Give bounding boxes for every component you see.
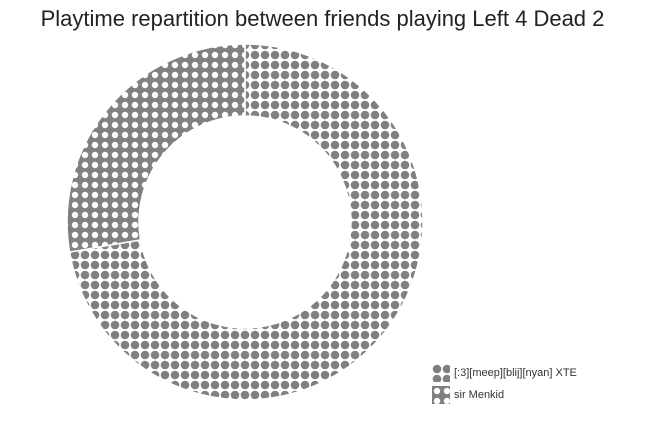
pie-slice-1 <box>67 44 245 252</box>
legend: [:3][meep][blij][nyan] XTE sir Menkid <box>432 362 577 406</box>
legend-swatch-hollow-icon <box>432 386 450 404</box>
legend-swatch-filled-icon <box>432 364 450 382</box>
legend-label: [:3][meep][blij][nyan] XTE <box>454 367 577 379</box>
legend-label: sir Menkid <box>454 389 504 401</box>
legend-item: sir Menkid <box>432 384 577 406</box>
legend-item: [:3][meep][blij][nyan] XTE <box>432 362 577 384</box>
